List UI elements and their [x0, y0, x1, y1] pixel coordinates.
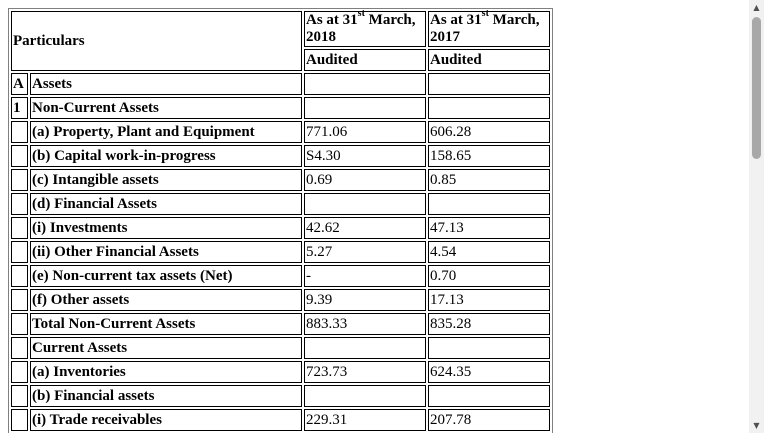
- value-2018: [304, 193, 426, 215]
- table-row: (a) Inventories 723.73 624.35: [11, 361, 550, 383]
- column-header-2018-suffix: March, 2018: [306, 12, 416, 45]
- table-row: (i) Trade receivables 229.31 207.78: [11, 409, 550, 431]
- row-marker: [11, 385, 28, 407]
- value-2017: 606.28: [428, 121, 550, 143]
- value-2017: 158.65: [428, 145, 550, 167]
- value-2018: -: [304, 265, 426, 287]
- row-label: (ii) Other Financial Assets: [30, 241, 302, 263]
- row-marker: [11, 337, 28, 359]
- table-row: (ii) Other Financial Assets 5.27 4.54: [11, 241, 550, 263]
- row-label: Current Assets: [30, 337, 302, 359]
- particulars-header-label: Particulars: [13, 33, 85, 49]
- column-header-2017-sup: st: [481, 8, 489, 19]
- value-2017: 0.70: [428, 265, 550, 287]
- value-2017: [428, 337, 550, 359]
- row-label: (i) Investments: [30, 217, 302, 239]
- header-row: Particulars As at 31st March, 2018 As at…: [11, 8, 550, 71]
- document-viewport: Particulars As at 31st March, 2018 As at…: [8, 8, 553, 433]
- value-2018: 5.27: [304, 241, 426, 263]
- table-row: Total Non-Current Assets 883.33 835.28: [11, 313, 550, 335]
- row-marker: A: [11, 73, 28, 95]
- row-marker: [11, 169, 28, 191]
- row-label: (b) Capital work-in-progress: [30, 145, 302, 167]
- row-marker: [11, 313, 28, 335]
- row-label: (i) Trade receivables: [30, 409, 302, 431]
- balance-sheet-table: Particulars As at 31st March, 2018 As at…: [8, 8, 553, 433]
- value-2017: 17.13: [428, 289, 550, 311]
- audited-row: Audited Audited: [11, 49, 550, 71]
- value-2017: 0.85: [428, 169, 550, 191]
- value-2017: [428, 193, 550, 215]
- row-label: (e) Non-current tax assets (Net): [30, 265, 302, 287]
- column-header-2017-suffix: March, 2017: [430, 12, 540, 45]
- row-marker: [11, 361, 28, 383]
- value-2018: S4.30: [304, 145, 426, 167]
- column-header-2017: As at 31st March, 2017: [428, 8, 550, 47]
- value-2017: 624.35: [428, 361, 550, 383]
- value-2017: 47.13: [428, 217, 550, 239]
- particulars-header: Particulars: [11, 11, 302, 71]
- table-row: (b) Financial assets: [11, 385, 550, 407]
- row-marker: [11, 217, 28, 239]
- row-marker: [11, 241, 28, 263]
- row-label: Total Non-Current Assets: [30, 313, 302, 335]
- row-label: (b) Financial assets: [30, 385, 302, 407]
- value-2018: 9.39: [304, 289, 426, 311]
- table-row: (e) Non-current tax assets (Net) -0.70: [11, 265, 550, 287]
- scroll-up-arrow-icon[interactable]: ▲: [753, 3, 760, 12]
- value-2017: 835.28: [428, 313, 550, 335]
- row-marker: [11, 289, 28, 311]
- row-marker: [11, 145, 28, 167]
- row-label: (c) Intangible assets: [30, 169, 302, 191]
- row-marker: [11, 409, 28, 431]
- value-2018: [304, 385, 426, 407]
- row-label: Assets: [30, 73, 302, 95]
- value-2018: 723.73: [304, 361, 426, 383]
- audited-2018: Audited: [304, 49, 426, 71]
- value-2018: [304, 97, 426, 119]
- row-label: (a) Inventories: [30, 361, 302, 383]
- value-2018: [304, 337, 426, 359]
- table-row: (c) Intangible assets 0.69 0.85: [11, 169, 550, 191]
- value-2018: 883.33: [304, 313, 426, 335]
- column-header-2018-sup: st: [357, 8, 365, 19]
- scrollbar-thumb[interactable]: [752, 17, 761, 159]
- value-2018: [304, 73, 426, 95]
- row-label: Non-Current Assets: [30, 97, 302, 119]
- value-2017: [428, 385, 550, 407]
- table-row: (a) Property, Plant and Equipment 771.06 6…: [11, 121, 550, 143]
- value-2018: 229.31: [304, 409, 426, 431]
- column-header-2018-prefix: As at 31: [306, 12, 358, 28]
- row-label: (f) Other assets: [30, 289, 302, 311]
- row-marker: [11, 121, 28, 143]
- row-marker: 1: [11, 97, 28, 119]
- table-row: A Assets: [11, 73, 550, 95]
- value-2018: 42.62: [304, 217, 426, 239]
- table-row: Current Assets: [11, 337, 550, 359]
- column-header-2017-prefix: As at 31: [430, 12, 482, 28]
- column-header-2018: As at 31st March, 2018: [304, 8, 426, 47]
- audited-2017: Audited: [428, 49, 550, 71]
- value-2017: [428, 97, 550, 119]
- value-2017: [428, 73, 550, 95]
- value-2017: 4.54: [428, 241, 550, 263]
- table-row: (f) Other assets 9.39 17.13: [11, 289, 550, 311]
- table-row: (d) Financial Assets: [11, 193, 550, 215]
- vertical-scrollbar[interactable]: ▲ ▼: [749, 0, 764, 433]
- row-marker: [11, 193, 28, 215]
- table-row: 1 Non-Current Assets: [11, 97, 550, 119]
- row-marker: [11, 265, 28, 287]
- value-2017: 207.78: [428, 409, 550, 431]
- table-row: (i) Investments 42.62 47.13: [11, 217, 550, 239]
- value-2018: 771.06: [304, 121, 426, 143]
- table-row: (b) Capital work-in-progress S4.30 158.65: [11, 145, 550, 167]
- row-label: (a) Property, Plant and Equipment: [30, 121, 302, 143]
- scroll-down-arrow-icon[interactable]: ▼: [753, 421, 760, 430]
- row-label: (d) Financial Assets: [30, 193, 302, 215]
- value-2018: 0.69: [304, 169, 426, 191]
